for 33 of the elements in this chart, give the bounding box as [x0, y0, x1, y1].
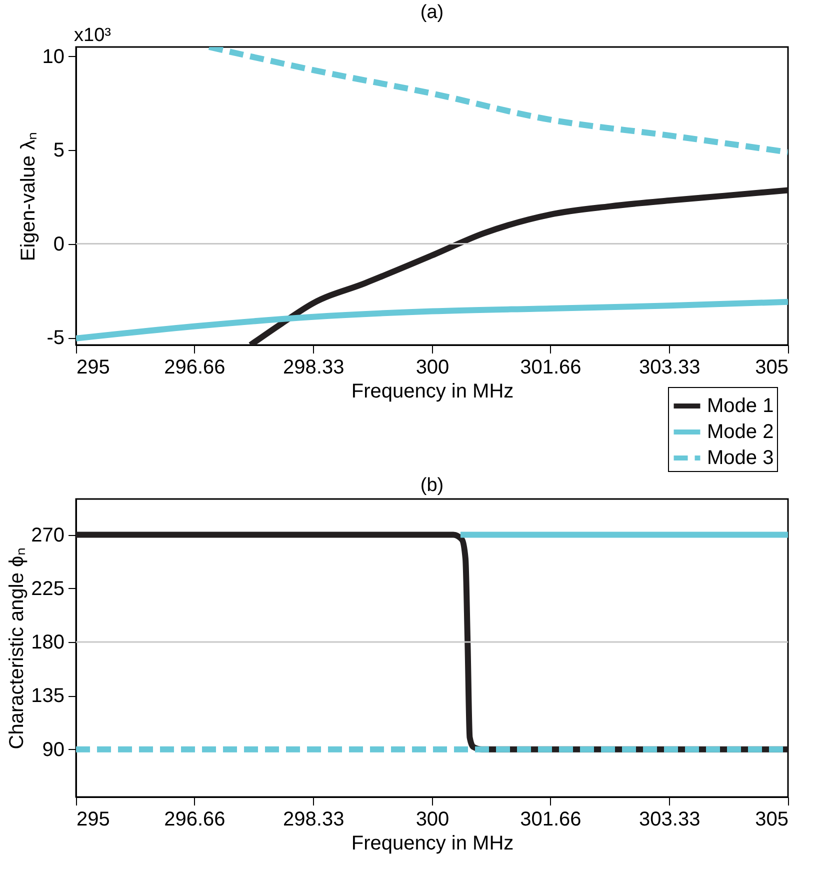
legend-label: Mode 2 [707, 421, 774, 443]
x-tick-label: 295 [76, 808, 110, 830]
x-tick-label: 301.66 [520, 808, 582, 830]
x-tick-label: 296.66 [164, 356, 226, 378]
x-tick-label: 301.66 [520, 356, 582, 378]
y-tick-label: 270 [31, 524, 64, 546]
x-tick-label: 303.33 [639, 356, 700, 378]
y-tick-label: -5 [46, 327, 64, 350]
y-tick-label: 5 [53, 140, 64, 162]
chart-title: (a) [420, 2, 444, 23]
y-tick-label: 90 [42, 738, 64, 761]
y-tick-label: 180 [31, 632, 64, 654]
x-axis-title: Frequency in MHz [351, 832, 514, 854]
x-tick-label: 298.33 [283, 808, 344, 830]
chart-title: (b) [420, 475, 444, 496]
y-tick-label: 135 [31, 685, 64, 708]
y-axis-title: Eigen-value λₙ [17, 132, 40, 262]
x-axis-title: Frequency in MHz [351, 380, 514, 402]
x-tick-label: 295 [76, 356, 110, 378]
x-tick-label: 305 [755, 808, 788, 830]
x-tick-label: 305 [755, 356, 788, 378]
x-tick-label: 296.66 [164, 808, 226, 830]
y-tick-label: 10 [42, 46, 64, 68]
y-tick-label: 0 [53, 233, 64, 256]
legend-label: Mode 3 [707, 447, 774, 469]
x-tick-label: 300 [416, 356, 450, 378]
y-axis-title: Characteristic angle ϕₙ [6, 548, 28, 750]
x-tick-label: 303.33 [639, 808, 700, 830]
x-tick-label: 300 [416, 808, 450, 830]
y-tick-label: 225 [31, 578, 64, 600]
text: x10³ [74, 25, 111, 46]
x-tick-label: 298.33 [283, 356, 344, 378]
legend-label: Mode 1 [707, 395, 774, 417]
